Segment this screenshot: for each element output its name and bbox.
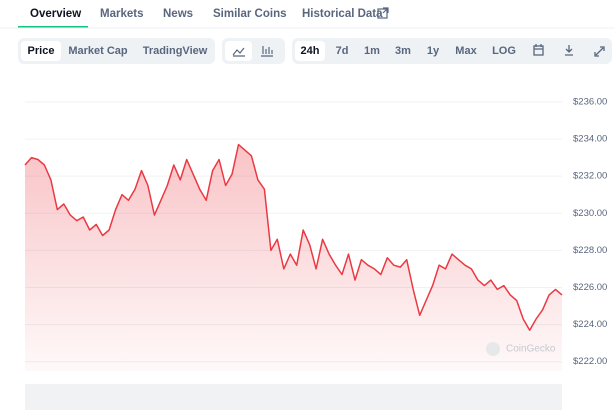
y-tick-label: $228.00 xyxy=(573,245,607,256)
range-button[interactable]: 7d xyxy=(336,45,349,57)
y-tick-label: $234.00 xyxy=(573,134,607,145)
range-button[interactable]: 1m xyxy=(364,45,380,57)
plot: $222.00 $224.00 $226.00 $228.00 $230.00 $232.… xyxy=(24,96,607,371)
tab[interactable]: Similar Coins xyxy=(213,8,287,20)
volume-strip xyxy=(25,384,562,410)
calendar-icon[interactable] xyxy=(533,44,544,56)
button-group xyxy=(18,38,215,64)
tab-indicator xyxy=(18,26,88,28)
candle-icon[interactable] xyxy=(261,46,273,57)
mode-button[interactable]: Market Cap xyxy=(68,45,128,57)
button-group xyxy=(292,38,612,64)
y-tick-label: $232.00 xyxy=(573,171,607,182)
y-tick-label: $222.00 xyxy=(573,356,607,367)
external-icon xyxy=(377,7,389,19)
watermark: CoinGecko xyxy=(506,344,556,355)
range-button[interactable]: 3m xyxy=(395,45,411,57)
watermark-logo xyxy=(486,342,500,356)
line-icon xyxy=(232,47,245,57)
area xyxy=(25,144,562,371)
mode-button[interactable]: TradingView xyxy=(143,45,208,57)
tab[interactable]: Markets xyxy=(100,8,143,20)
download-icon[interactable] xyxy=(565,45,573,56)
tab[interactable]: News xyxy=(163,8,193,20)
tab[interactable]: Historical Data xyxy=(302,8,383,20)
active-button xyxy=(295,41,325,61)
range-button[interactable]: LOG xyxy=(492,45,516,57)
y-tick-label: $226.00 xyxy=(573,282,607,293)
y-tick-label: $236.00 xyxy=(573,96,607,107)
y-tick-label: $224.00 xyxy=(573,319,607,330)
price-line xyxy=(24,143,563,331)
range-button[interactable]: Max xyxy=(455,45,477,57)
range-button[interactable]: 24h xyxy=(301,45,320,57)
range-button[interactable]: 1y xyxy=(427,45,440,57)
y-tick-label: $230.00 xyxy=(573,208,607,219)
mode-button[interactable]: Price xyxy=(28,45,55,57)
fullscreen-icon[interactable] xyxy=(594,46,605,57)
active-button xyxy=(21,41,61,61)
tab[interactable]: Overview xyxy=(30,8,81,20)
